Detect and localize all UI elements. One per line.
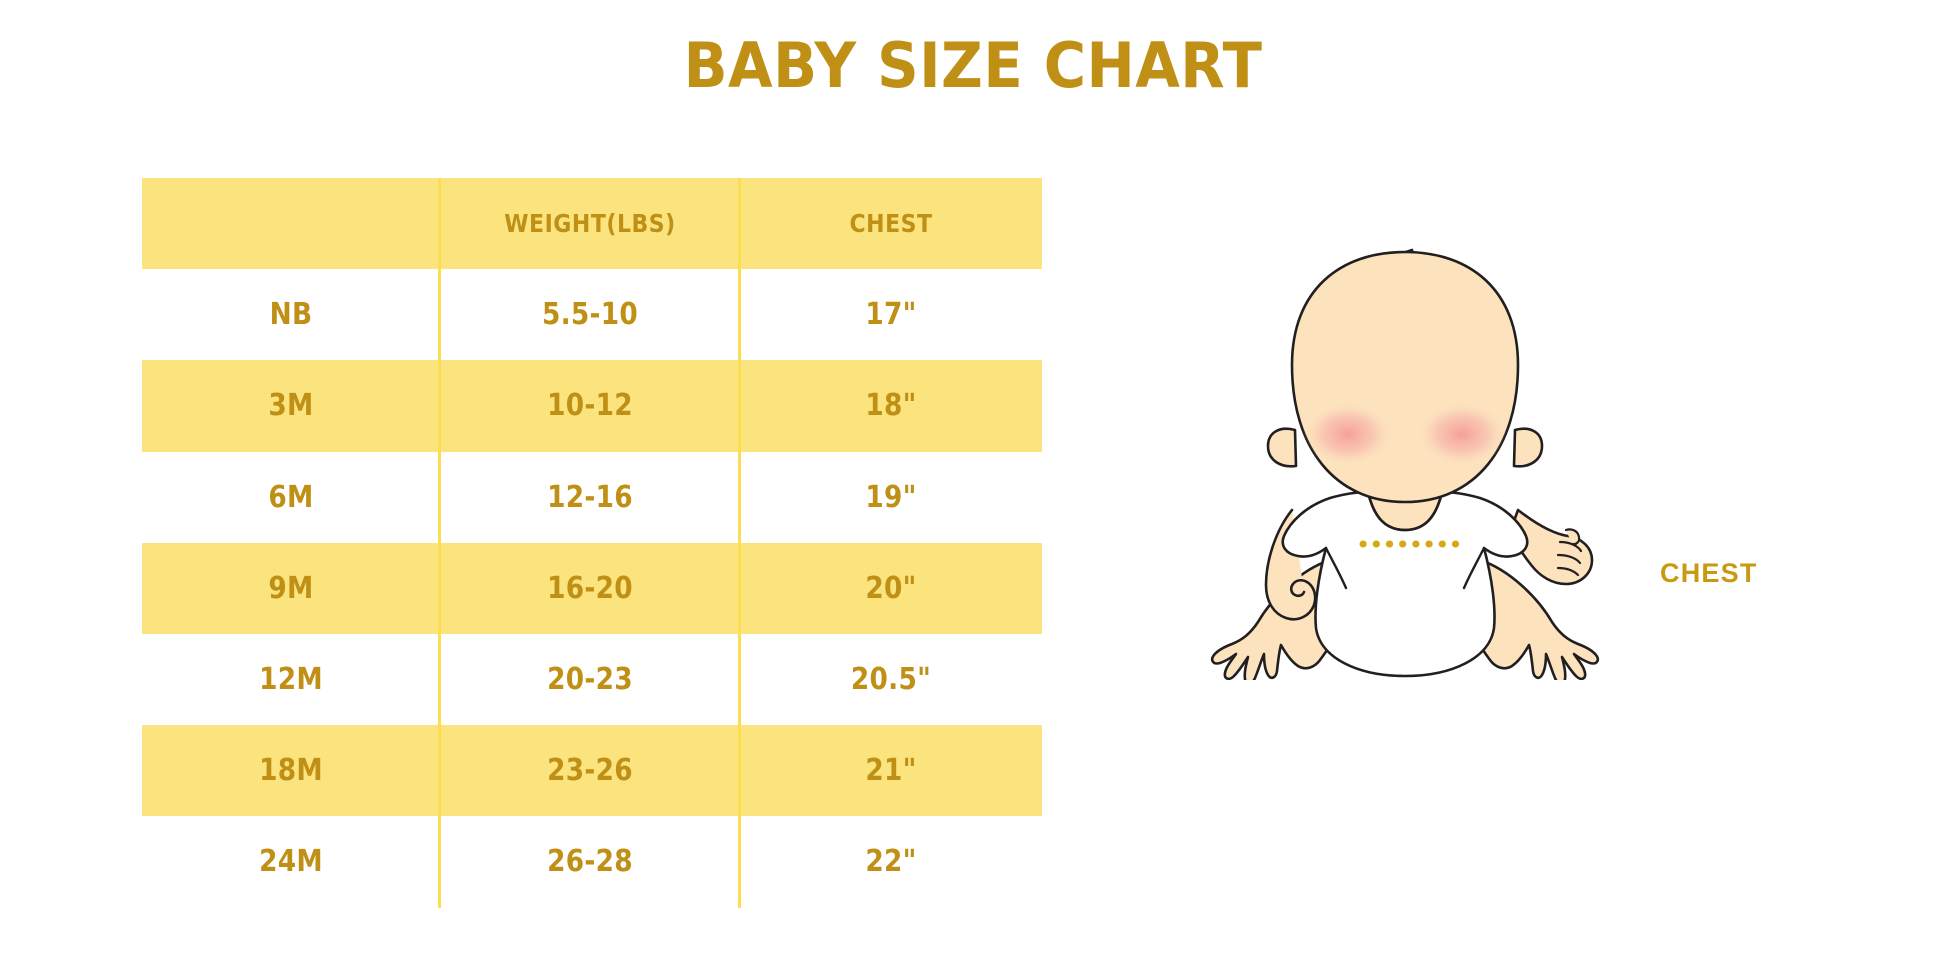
baby-right-ear [1512, 427, 1544, 468]
baby-left-ear [1266, 427, 1298, 468]
cell-size: 18M [259, 753, 323, 789]
baby-left-cheek [1302, 401, 1394, 467]
column-divider-2 [738, 178, 741, 908]
baby-right-leg [1460, 558, 1600, 680]
cell-weight: 20-23 [547, 662, 633, 698]
baby-shirt [1281, 490, 1529, 678]
chest-measure-label: CHEST [1660, 558, 1758, 588]
cell-size: 12M [259, 662, 323, 698]
baby-head [1290, 250, 1520, 504]
cell-chest: 19" [865, 479, 917, 515]
cell-size: 9M [268, 570, 314, 606]
column-divider-1 [438, 178, 441, 908]
table-row: 9M 16-20 20" [142, 542, 1042, 634]
baby-right-cheek [1416, 401, 1508, 467]
column-header-weight: WEIGHT(LBS) [504, 209, 676, 239]
cell-chest: 17" [865, 297, 917, 333]
baby-left-arm [1264, 508, 1317, 621]
table-row: NB 5.5-10 17" [142, 269, 1042, 361]
column-header-chest: CHEST [849, 209, 933, 239]
cell-weight: 23-26 [547, 753, 633, 789]
title-container: BABY SIZE CHART [0, 0, 1946, 140]
cell-weight: 10-12 [547, 388, 633, 424]
cell-weight: 12-16 [547, 479, 633, 515]
cell-weight: 16-20 [547, 570, 633, 606]
page-title: BABY SIZE CHART [683, 29, 1263, 102]
baby-size-table: WEIGHT(LBS) CHEST NB 5.5-10 17" 3M 10-12… [142, 178, 1042, 908]
cell-chest: 20" [865, 570, 917, 606]
cell-size: 3M [268, 388, 314, 424]
table-row: 12M 20-23 20.5" [142, 634, 1042, 726]
cell-weight: 5.5-10 [541, 297, 639, 333]
cell-chest: 22" [865, 844, 917, 880]
cell-size: 24M [259, 844, 323, 880]
table-row: 24M 26-28 22" [142, 816, 1042, 908]
table-row: 18M 23-26 21" [142, 725, 1042, 817]
cell-chest: 21" [865, 753, 917, 789]
table-header-row: WEIGHT(LBS) CHEST [142, 178, 1042, 270]
sitting-baby-illustration [1210, 248, 1600, 680]
cell-weight: 26-28 [547, 844, 633, 880]
cell-chest: 18" [865, 388, 917, 424]
cell-chest: 20.5" [850, 662, 932, 698]
table-row: 6M 12-16 19" [142, 451, 1042, 543]
cell-size: NB [269, 297, 313, 333]
baby-right-arm [1508, 508, 1594, 586]
cell-size: 6M [268, 479, 314, 515]
table-row: 3M 10-12 18" [142, 360, 1042, 452]
